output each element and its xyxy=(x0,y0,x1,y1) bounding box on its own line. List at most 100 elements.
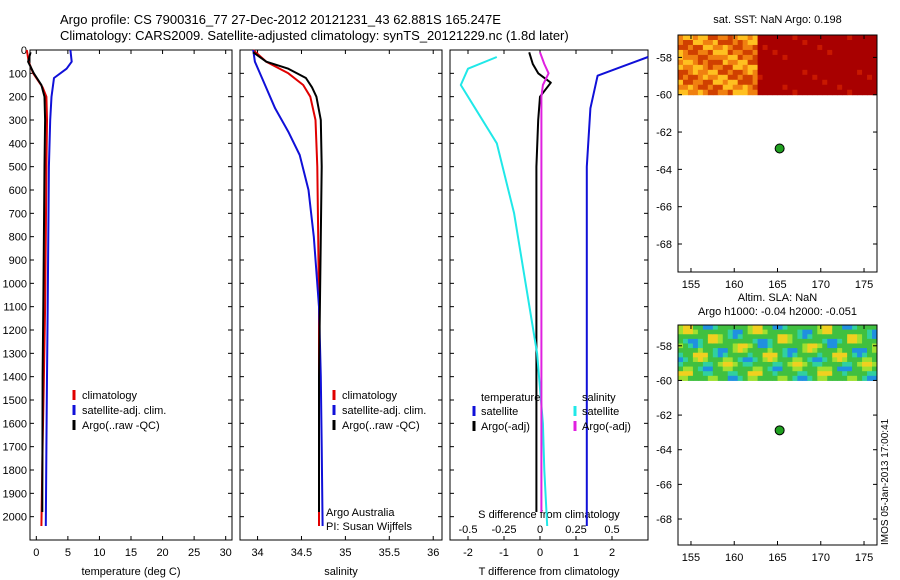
heatmap-cell xyxy=(752,357,759,363)
heatmap-cell xyxy=(842,59,848,66)
heatmap-cell xyxy=(722,329,729,335)
heatmap-cell xyxy=(862,54,868,61)
heatmap-cell xyxy=(747,39,754,46)
heatmap-cell xyxy=(752,84,759,91)
heatmap-cell xyxy=(872,59,878,66)
heatmap-cell xyxy=(867,371,873,377)
heatmap-cell xyxy=(692,39,699,46)
heatmap-cell xyxy=(762,352,769,358)
heatmap-cell xyxy=(817,59,823,66)
heatmap-cell xyxy=(797,343,803,349)
heatmap-cell xyxy=(707,338,714,344)
heatmap-cell xyxy=(787,54,793,61)
plot-frame xyxy=(29,49,233,541)
x-tick-label: -2 xyxy=(463,547,473,559)
heatmap-cell xyxy=(678,357,684,363)
heatmap-cell xyxy=(702,366,709,372)
heatmap-cell xyxy=(707,375,714,381)
heatmap-cell xyxy=(742,49,749,56)
heatmap-cell xyxy=(747,325,754,331)
heatmap-cell xyxy=(807,366,813,372)
heatmap-cell xyxy=(772,64,778,71)
heatmap-cell xyxy=(812,49,818,56)
heatmap-cell xyxy=(867,329,873,335)
heatmap-cell xyxy=(827,74,833,81)
heatmap-cell xyxy=(857,35,863,41)
heatmap-cell xyxy=(767,343,774,349)
heatmap-cell xyxy=(827,59,833,66)
heatmap-cell xyxy=(842,44,848,51)
heatmap-cell xyxy=(857,352,863,358)
heatmap-cell xyxy=(782,59,788,66)
heatmap-cell xyxy=(752,64,759,71)
heatmap-cell xyxy=(867,348,873,354)
heatmap-cell xyxy=(742,371,749,377)
heatmap-cell xyxy=(872,84,878,91)
heatmap-cell xyxy=(812,366,818,372)
heatmap-cell xyxy=(722,59,729,66)
heatmap-cell xyxy=(742,64,749,71)
heatmap-cell xyxy=(687,64,694,71)
series-line xyxy=(252,51,323,512)
heatmap-cell xyxy=(852,348,858,354)
heatmap-cell xyxy=(817,338,823,344)
y-tick-label: -58 xyxy=(656,52,672,64)
heatmap-cell xyxy=(847,375,853,381)
heatmap-cell xyxy=(797,89,803,96)
heatmap-cell xyxy=(777,325,783,331)
heatmap-cell xyxy=(742,343,749,349)
heatmap-cell xyxy=(752,352,759,358)
heatmap-cell xyxy=(772,375,778,381)
heatmap-cell xyxy=(692,338,699,344)
y-tick-label: 300 xyxy=(9,115,27,127)
heatmap-cell xyxy=(782,338,788,344)
heatmap-cell xyxy=(857,325,863,331)
heatmap-cell xyxy=(712,325,719,331)
heatmap-cell xyxy=(692,49,699,56)
heatmap-cell xyxy=(732,79,739,86)
heatmap-cell xyxy=(817,366,823,372)
heatmap-cell xyxy=(827,35,833,41)
heatmap-cell xyxy=(692,89,699,96)
heatmap-cell xyxy=(802,44,808,51)
heatmap-cell xyxy=(747,59,754,66)
series-line xyxy=(252,49,320,526)
heatmap-cell xyxy=(678,79,684,86)
heatmap-cell xyxy=(737,329,744,335)
heatmap-cell xyxy=(767,54,774,61)
heatmap-cell xyxy=(857,64,863,71)
heatmap-cell xyxy=(752,54,759,61)
heatmap-cell xyxy=(678,35,684,41)
heatmap-cell xyxy=(732,338,739,344)
heatmap-cell xyxy=(872,39,878,46)
heatmap-cell xyxy=(862,74,868,81)
heatmap-cell xyxy=(697,54,704,61)
heatmap-cell xyxy=(802,49,808,56)
series-line xyxy=(528,52,552,512)
heatmap-cell xyxy=(732,84,739,91)
x-tick-label: -1 xyxy=(499,547,509,559)
heatmap-cell xyxy=(747,371,754,377)
heatmap-cell xyxy=(678,44,684,51)
heatmap-cell xyxy=(792,361,798,368)
heatmap-cell xyxy=(727,54,734,61)
heatmap-cell xyxy=(837,366,843,372)
heatmap-cell xyxy=(722,352,729,358)
heatmap-cell xyxy=(827,371,833,377)
heatmap-cell xyxy=(802,357,808,363)
heatmap-cell xyxy=(822,371,828,377)
heatmap-cell xyxy=(712,334,719,340)
heatmap-cell xyxy=(857,89,863,96)
heatmap-cell xyxy=(717,334,724,340)
heatmap-cell xyxy=(832,338,838,344)
heatmap-cell xyxy=(822,329,828,335)
heatmap-cell xyxy=(862,59,868,66)
heatmap-cell xyxy=(817,49,823,56)
heatmap-cell xyxy=(807,44,813,51)
heatmap-cell xyxy=(827,89,833,96)
heatmap-cell xyxy=(822,74,828,81)
heatmap-cell xyxy=(722,39,729,46)
heatmap-cell xyxy=(812,74,818,81)
heatmap-cell xyxy=(682,329,689,335)
heatmap-cell xyxy=(802,89,808,96)
